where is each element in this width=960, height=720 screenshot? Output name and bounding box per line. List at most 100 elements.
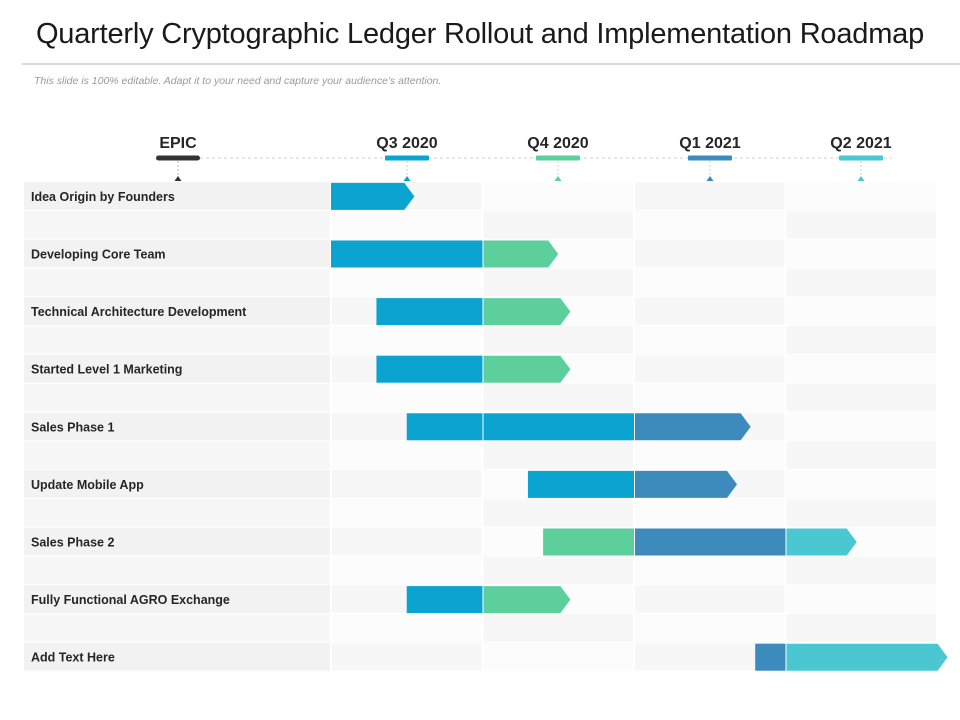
epic-pointer bbox=[174, 176, 182, 181]
task-label: Idea Origin by Founders bbox=[31, 190, 175, 204]
grid-cell bbox=[483, 326, 633, 354]
grid-cell bbox=[635, 441, 785, 469]
quarter-pointer bbox=[857, 176, 865, 181]
task-bar-segment bbox=[483, 586, 571, 614]
label-cell bbox=[24, 297, 330, 325]
timeline-header: EPIC Q3 2020 Q4 2020 Q1 2021 Q2 2021 bbox=[156, 135, 892, 181]
task-label: Sales Phase 1 bbox=[31, 420, 114, 434]
grid-cell bbox=[635, 326, 785, 354]
task-bar-segment bbox=[543, 528, 634, 556]
task-bar-segment bbox=[635, 470, 738, 498]
task-bar-segment bbox=[635, 413, 751, 441]
spacer-cell bbox=[24, 498, 330, 527]
task-bar-segment bbox=[483, 298, 571, 326]
epic-marker bbox=[156, 155, 200, 161]
subtitle: This slide is 100% editable. Adapt it to… bbox=[34, 75, 442, 87]
task-bar-segment bbox=[755, 643, 786, 671]
grid-cell bbox=[483, 642, 633, 671]
grid-cell bbox=[635, 614, 785, 642]
task-bar-segment bbox=[635, 528, 786, 556]
task-label: Started Level 1 Marketing bbox=[31, 363, 182, 377]
grid-cell bbox=[786, 412, 936, 441]
quarter-marker bbox=[688, 155, 732, 161]
grid-cell bbox=[786, 470, 936, 498]
grid-cell bbox=[786, 268, 936, 297]
grid-cell bbox=[635, 239, 785, 268]
grid-cell bbox=[786, 326, 936, 354]
grid-cell bbox=[483, 210, 633, 239]
epic-header: EPIC bbox=[159, 135, 197, 152]
grid-cell bbox=[786, 210, 936, 239]
task-label: Add Text Here bbox=[31, 651, 115, 665]
grid-cell bbox=[786, 498, 936, 527]
grid-cell bbox=[635, 210, 785, 239]
label-cell bbox=[24, 527, 330, 556]
label-cell bbox=[24, 642, 330, 671]
task-label: Fully Functional AGRO Exchange bbox=[31, 593, 230, 607]
label-cell bbox=[24, 470, 330, 498]
task-bar-segment bbox=[483, 240, 559, 268]
quarter-header: Q3 2020 bbox=[376, 135, 437, 152]
grid-cell bbox=[635, 354, 785, 383]
grid-cell bbox=[483, 498, 633, 527]
task-bar-segment bbox=[331, 240, 483, 268]
label-cell bbox=[24, 182, 330, 210]
spacer-cell bbox=[24, 383, 330, 412]
grid-cell bbox=[332, 642, 482, 671]
label-cell bbox=[24, 239, 330, 268]
spacer-cell bbox=[24, 268, 330, 297]
grid-cell bbox=[332, 210, 482, 239]
task-bar-segment bbox=[786, 528, 857, 556]
task-bar-segment bbox=[406, 586, 483, 614]
grid-cell bbox=[635, 297, 785, 325]
grid-cell bbox=[786, 239, 936, 268]
grid-cell bbox=[635, 182, 785, 210]
grid-cell bbox=[635, 585, 785, 613]
spacer-cell bbox=[24, 210, 330, 239]
grid-cell bbox=[483, 383, 633, 412]
title-divider bbox=[22, 63, 960, 65]
spacer-cell bbox=[24, 614, 330, 642]
task-bar-segment bbox=[786, 643, 948, 671]
grid-cell bbox=[332, 268, 482, 297]
task-label: Developing Core Team bbox=[31, 248, 166, 262]
grid-cell bbox=[332, 498, 482, 527]
label-cell bbox=[24, 412, 330, 441]
quarter-pointer bbox=[403, 176, 411, 181]
task-label: Technical Architecture Development bbox=[31, 305, 247, 319]
grid-cell bbox=[483, 614, 633, 642]
label-cell bbox=[24, 585, 330, 613]
quarter-pointer bbox=[706, 176, 714, 181]
quarter-marker bbox=[385, 155, 429, 161]
grid-cell bbox=[332, 383, 482, 412]
grid-cell bbox=[332, 326, 482, 354]
grid-cell bbox=[786, 556, 936, 585]
task-bar-segment bbox=[527, 470, 634, 498]
grid-cell bbox=[786, 297, 936, 325]
grid-cell bbox=[786, 585, 936, 613]
task-bar-segment bbox=[376, 355, 483, 383]
task-label: Update Mobile App bbox=[31, 478, 144, 492]
task-bar-segment bbox=[406, 413, 483, 441]
task-label: Sales Phase 2 bbox=[31, 536, 114, 550]
task-bar-segment bbox=[483, 413, 634, 441]
task-bars bbox=[331, 182, 948, 671]
quarter-header: Q1 2021 bbox=[679, 135, 740, 152]
grid-cell bbox=[483, 182, 633, 210]
grid-cell bbox=[483, 441, 633, 469]
task-bar-segment bbox=[376, 298, 483, 326]
quarter-header: Q2 2021 bbox=[830, 135, 891, 152]
grid-background bbox=[24, 182, 936, 671]
spacer-cell bbox=[24, 326, 330, 354]
quarter-pointer bbox=[554, 176, 562, 181]
grid-cell bbox=[786, 383, 936, 412]
grid-cell bbox=[483, 556, 633, 585]
quarter-marker bbox=[536, 155, 580, 161]
grid-cell bbox=[786, 182, 936, 210]
grid-cell bbox=[483, 268, 633, 297]
quarter-marker bbox=[839, 155, 883, 161]
grid-cell bbox=[786, 441, 936, 469]
grid-cell bbox=[635, 268, 785, 297]
grid-cell bbox=[786, 614, 936, 642]
